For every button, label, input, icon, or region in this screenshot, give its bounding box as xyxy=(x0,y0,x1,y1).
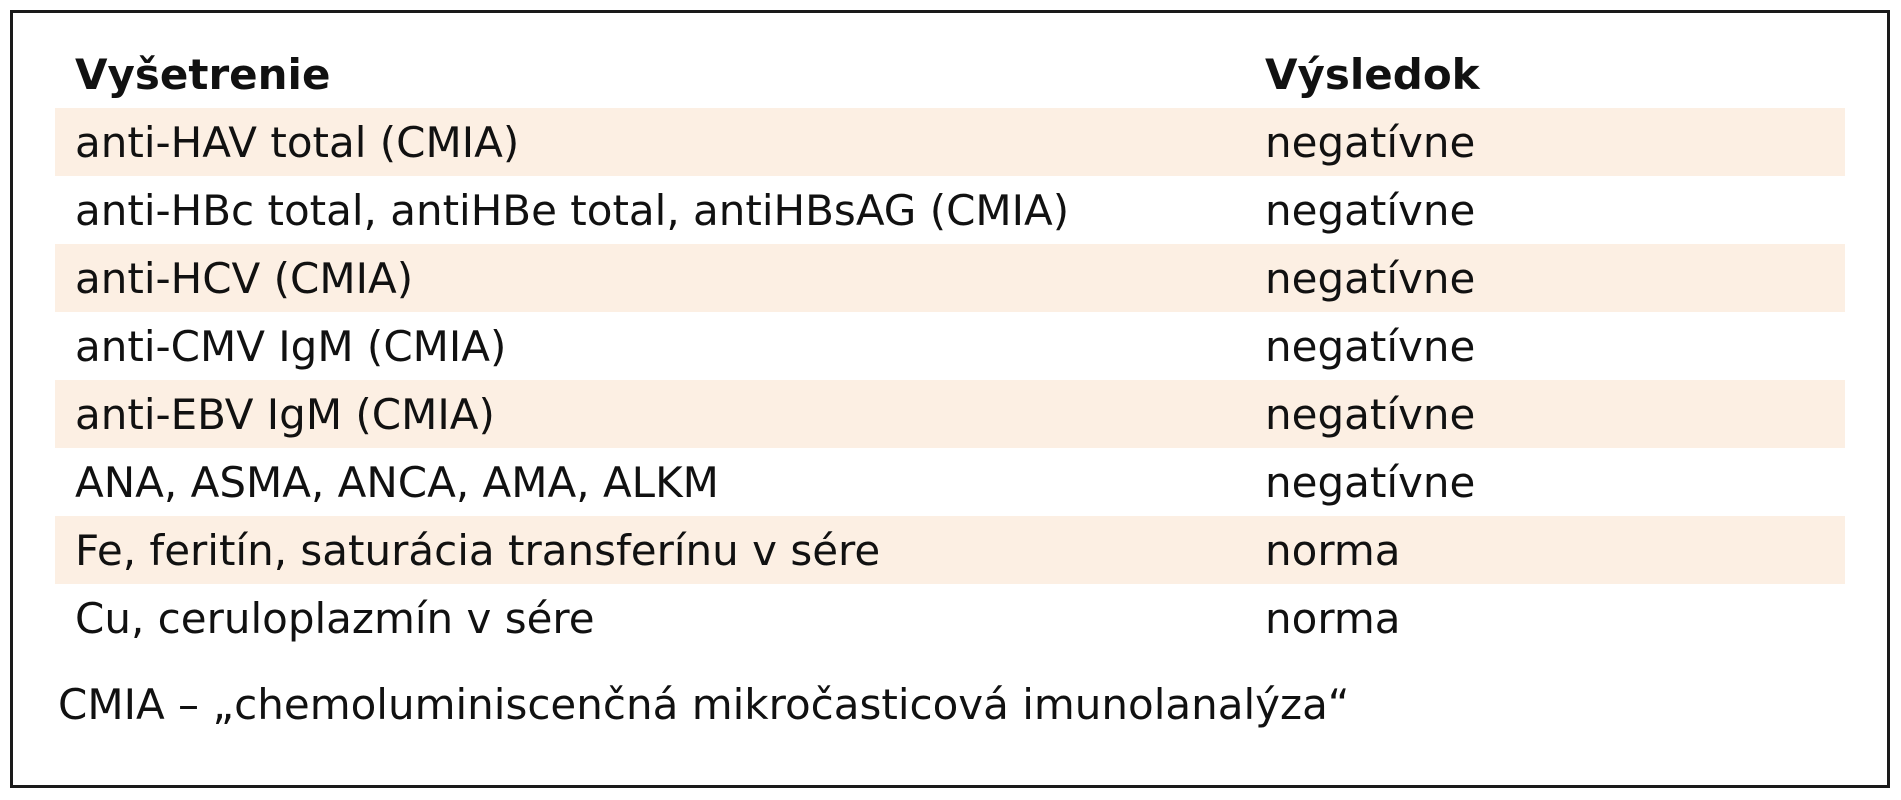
table-frame xyxy=(10,10,1890,788)
result-cell: norma xyxy=(1265,593,1401,643)
test-name-cell: Fe, feritín, saturácia transferínu v sér… xyxy=(55,516,1245,584)
result-cell: negatívne xyxy=(1265,185,1476,235)
test-name-cell: ANA, ASMA, ANCA, AMA, ALKM xyxy=(75,457,719,507)
table-row: anti-HBc total, antiHBe total, antiHBsAG… xyxy=(55,176,1845,244)
test-name-cell: anti-HBc total, antiHBe total, antiHBsAG… xyxy=(75,185,1070,235)
column-header-result: Výsledok xyxy=(1265,49,1480,99)
table-row: anti-HAV total (CMIA) negatívne xyxy=(55,108,1845,176)
table-row: anti-EBV IgM (CMIA) negatívne xyxy=(55,380,1845,448)
test-name-cell: anti-CMV IgM (CMIA) xyxy=(75,321,507,371)
table-row: anti-HCV (CMIA) negatívne xyxy=(55,244,1845,312)
table-row: Cu, ceruloplazmín v sére norma xyxy=(55,584,1845,652)
result-cell: negatívne xyxy=(1245,380,1845,448)
footnote: CMIA – „chemoluminiscenčná mikročasticov… xyxy=(58,680,1350,729)
test-name-cell: anti-EBV IgM (CMIA) xyxy=(55,380,1245,448)
table-row: Fe, feritín, saturácia transferínu v sér… xyxy=(55,516,1845,584)
table-row: ANA, ASMA, ANCA, AMA, ALKM negatívne xyxy=(55,448,1845,516)
results-table: Vyšetrenie Výsledok anti-HAV total (CMIA… xyxy=(55,40,1845,652)
test-name-cell: anti-HAV total (CMIA) xyxy=(55,108,1245,176)
result-cell: negatívne xyxy=(1265,457,1476,507)
column-header-test: Vyšetrenie xyxy=(75,49,331,99)
table-header-row: Vyšetrenie Výsledok xyxy=(55,40,1845,108)
result-cell: negatívne xyxy=(1265,321,1476,371)
table-row: anti-CMV IgM (CMIA) negatívne xyxy=(55,312,1845,380)
result-cell: norma xyxy=(1245,516,1845,584)
result-cell: negatívne xyxy=(1245,244,1845,312)
result-cell: negatívne xyxy=(1245,108,1845,176)
test-name-cell: Cu, ceruloplazmín v sére xyxy=(75,593,595,643)
test-name-cell: anti-HCV (CMIA) xyxy=(55,244,1245,312)
